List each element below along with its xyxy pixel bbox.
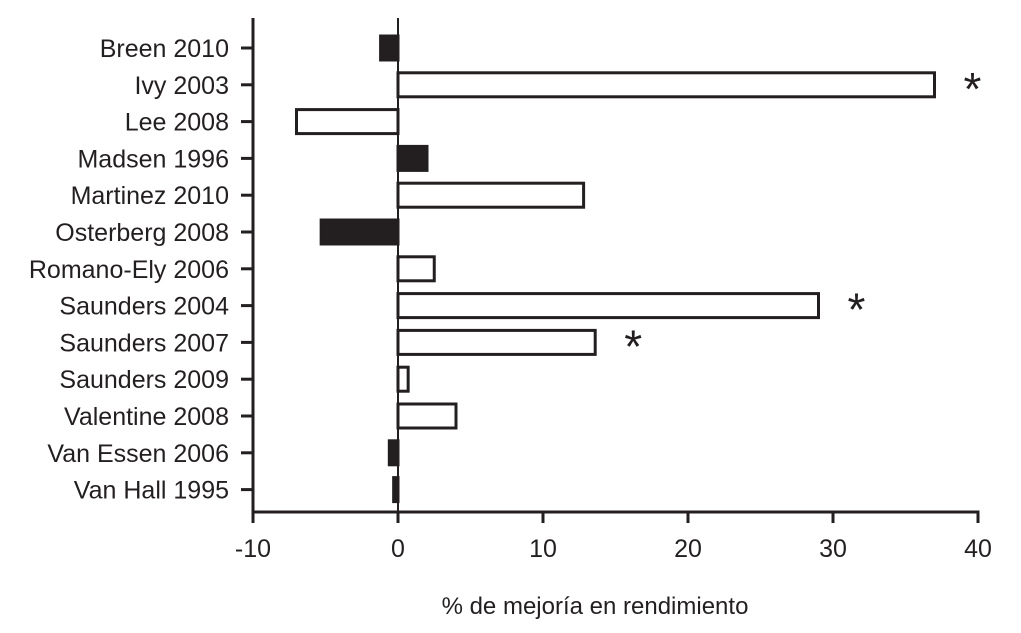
bar — [396, 402, 458, 430]
category-label: Romano-Ely 2006 — [29, 256, 229, 284]
bar — [396, 255, 436, 283]
category-label: Van Hall 1995 — [74, 477, 229, 505]
category-labels: Breen 2010 Ivy 2003 Lee 2008 Madsen 1996 Mar… — [29, 35, 229, 505]
axes — [241, 18, 980, 514]
bar — [319, 218, 400, 246]
x-tick-label: 10 — [529, 535, 557, 563]
bars — [295, 34, 936, 504]
bar — [396, 181, 586, 209]
bar — [379, 34, 400, 62]
x-tick-label: 0 — [391, 535, 405, 563]
category-label: Valentine 2008 — [64, 403, 229, 431]
x-tick-labels: -10 0 10 20 30 40 — [235, 512, 992, 563]
category-label: Madsen 1996 — [77, 145, 229, 173]
bar — [396, 144, 429, 172]
category-label: Ivy 2003 — [134, 72, 229, 100]
category-label: Lee 2008 — [125, 109, 229, 137]
x-tick-label: 40 — [964, 535, 992, 563]
significance-star: * — [964, 63, 982, 115]
bar — [396, 292, 820, 320]
x-tick-label: -10 — [235, 535, 271, 563]
x-tick-label: 20 — [674, 535, 702, 563]
category-label: Saunders 2004 — [59, 293, 229, 321]
category-label: Martinez 2010 — [71, 182, 229, 210]
bar — [396, 71, 936, 99]
bar — [295, 108, 400, 136]
category-label: Osterberg 2008 — [55, 219, 229, 247]
bar — [396, 365, 410, 393]
x-axis-title: % de mejoría en rendimiento — [442, 593, 749, 620]
bar — [387, 439, 400, 467]
category-label: Saunders 2009 — [59, 366, 229, 394]
category-label: Saunders 2007 — [59, 329, 229, 357]
category-label: Breen 2010 — [100, 35, 229, 63]
significance-star: * — [848, 284, 866, 336]
category-label: Van Essen 2006 — [47, 440, 229, 468]
significance-markers: * * * — [624, 63, 981, 373]
significance-star: * — [624, 320, 642, 372]
x-tick-label: 30 — [819, 535, 847, 563]
bar — [396, 328, 597, 356]
